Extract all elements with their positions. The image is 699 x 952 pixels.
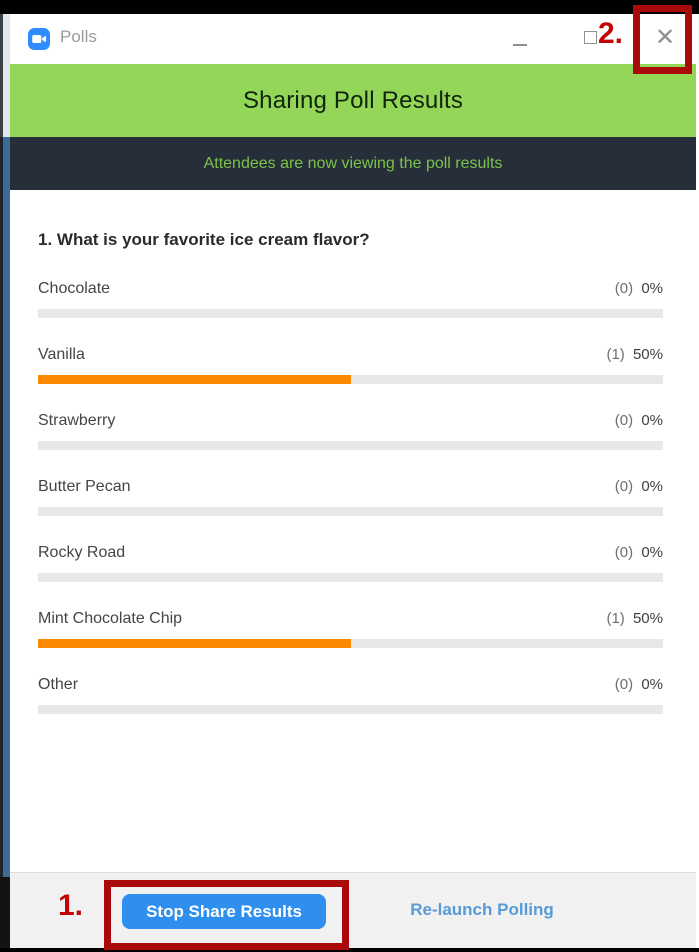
poll-option-header: Mint Chocolate Chip (1) 50% [38,610,663,630]
option-progress-fill [38,375,351,384]
background-strip-dark [0,877,10,948]
poll-option-row: Strawberry (0) 0% [38,412,663,450]
option-label: Butter Pecan [38,478,131,495]
option-vote-count: (0) [614,544,634,561]
close-button[interactable]: ✕ [644,18,686,58]
background-strip-gray [0,14,10,137]
annotation-box-close-button [633,5,692,74]
poll-option-row: Vanilla (1) 50% [38,346,663,384]
poll-results-panel: 1. What is your favorite ice cream flavo… [10,190,696,872]
option-progress-track [38,639,663,648]
window-titlebar: Polls ✕ [10,14,696,64]
option-result: (0) 0% [615,544,663,561]
poll-question: 1. What is your favorite ice cream flavo… [38,230,370,249]
status-bar: Attendees are now viewing the poll resul… [10,137,696,190]
status-message: Attendees are now viewing the poll resul… [203,154,503,172]
frame-bottom [0,948,699,952]
option-label: Mint Chocolate Chip [38,610,183,627]
maximize-button[interactable] [576,22,608,54]
poll-option-header: Butter Pecan (0) 0% [38,478,663,498]
poll-option-row: Butter Pecan (0) 0% [38,478,663,516]
option-progress-track [38,573,663,582]
background-strip-right [696,14,699,948]
option-label: Chocolate [38,280,111,297]
option-label: Strawberry [38,412,116,429]
minimize-button[interactable] [506,22,534,54]
background-strip-left [0,14,10,948]
option-percent: 50% [632,610,663,627]
option-percent: 0% [641,412,663,429]
option-vote-count: (0) [614,280,634,297]
poll-option-header: Vanilla (1) 50% [38,346,663,366]
zoom-app-icon [28,28,50,50]
poll-option-header: Strawberry (0) 0% [38,412,663,432]
option-progress-track [38,441,663,450]
option-label: Rocky Road [38,544,126,561]
option-vote-count: (0) [614,412,634,429]
poll-option-row: Other (0) 0% [38,676,663,714]
polls-window: Polls ✕ Sharing Poll Results Attendees a… [10,14,696,948]
annotation-step-1-label: 1. [58,889,84,922]
option-vote-count: (1) [606,610,625,627]
annotation-step-2-label: 2. [598,17,624,50]
poll-options-list: Chocolate (0) 0% Vanilla [38,280,663,714]
option-vote-count: (0) [614,478,634,495]
minimize-icon [513,44,527,46]
sharing-header-title: Sharing Poll Results [242,86,464,114]
poll-option-row: Mint Chocolate Chip (1) 50% [38,610,663,648]
poll-option-row: Rocky Road (0) 0% [38,544,663,582]
relaunch-polling-link[interactable]: Re-launch Polling [410,900,554,919]
option-result: (0) 0% [615,412,663,429]
option-progress-track [38,507,663,516]
option-result: (1) 50% [606,610,663,627]
window-title: Polls [60,27,97,46]
option-progress-track [38,309,663,318]
option-percent: 0% [641,280,663,297]
background-strip-blue [0,137,10,877]
stop-share-results-button[interactable]: Stop Share Results [122,894,326,929]
option-result: (0) 0% [615,280,663,297]
option-result: (0) 0% [615,478,663,495]
option-percent: 0% [641,544,663,561]
frame-top [0,0,699,14]
option-label: Vanilla [38,346,85,363]
sharing-header: Sharing Poll Results [10,64,696,137]
poll-option-header: Other (0) 0% [38,676,663,696]
poll-option-header: Rocky Road (0) 0% [38,544,663,564]
poll-option-header: Chocolate (0) 0% [38,280,663,300]
annotation-box-stop-share [104,880,349,950]
option-result: (0) 0% [615,676,663,693]
option-percent: 0% [641,676,663,693]
option-progress-track [38,375,663,384]
option-result: (1) 50% [606,346,663,363]
close-icon: ✕ [654,24,676,51]
option-progress-track [38,705,663,714]
poll-option-row: Chocolate (0) 0% [38,280,663,318]
option-percent: 50% [632,346,663,363]
option-progress-fill [38,639,351,648]
option-vote-count: (1) [606,346,625,363]
maximize-icon [584,31,597,44]
option-percent: 0% [641,478,663,495]
option-vote-count: (0) [614,676,634,693]
option-label: Other [38,676,79,693]
